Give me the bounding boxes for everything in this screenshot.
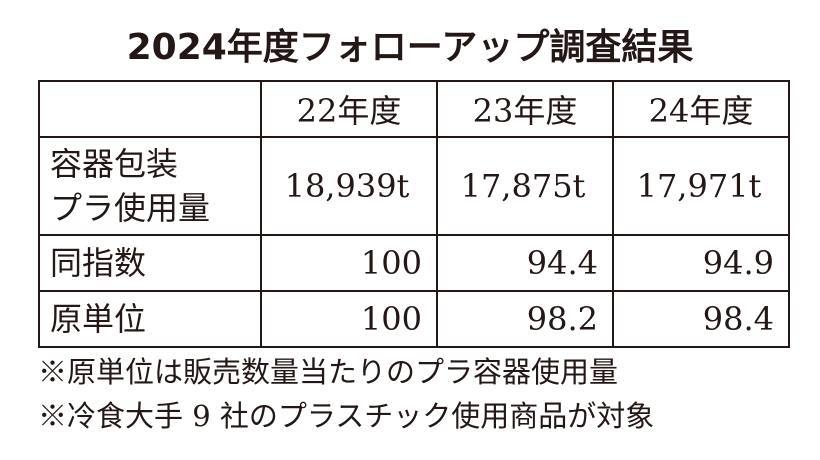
table-cell: 18,939t <box>260 136 438 236</box>
column-header: 23年度 <box>436 80 614 138</box>
footnote: ※原単位は販売数量当たりのプラ容器使用量 <box>38 355 619 389</box>
corner-cell <box>38 80 262 138</box>
table-cell: 98.2 <box>436 290 614 348</box>
row-label-line: 容器包装 <box>50 145 179 183</box>
column-header: 24年度 <box>612 80 790 138</box>
table-cell: 17,971t <box>612 136 790 236</box>
data-table: 22年度 23年度 24年度 容器包装 プラ使用量 18,939t 17,875t 17,97… <box>38 80 790 348</box>
title: 2024年度フォローアップ調査結果 <box>126 27 694 68</box>
table-cell: 100 <box>260 290 438 348</box>
table-row: 原単位 100 98.2 98.4 <box>38 290 790 348</box>
table-cell: 100 <box>260 234 438 292</box>
row-label: 容器包装 プラ使用量 <box>38 136 262 236</box>
table-row: 同指数 100 94.4 94.9 <box>38 234 790 292</box>
row-label-line: プラ使用量 <box>50 189 211 227</box>
table-row: 容器包装 プラ使用量 18,939t 17,875t 17,971t <box>38 136 790 236</box>
table-cell: 94.4 <box>436 234 614 292</box>
table-cell: 98.4 <box>612 290 790 348</box>
row-label: 原単位 <box>38 290 262 348</box>
row-label-line: 同指数 <box>50 244 147 282</box>
footnote: ※冷食大手 9 社のプラスチック使用商品が対象 <box>38 399 655 433</box>
table-cell: 17,875t <box>436 136 614 236</box>
header-row: 22年度 23年度 24年度 <box>38 80 790 138</box>
table-cell: 94.9 <box>612 234 790 292</box>
row-label: 同指数 <box>38 234 262 292</box>
column-header: 22年度 <box>260 80 438 138</box>
row-label-line: 原単位 <box>50 300 147 338</box>
